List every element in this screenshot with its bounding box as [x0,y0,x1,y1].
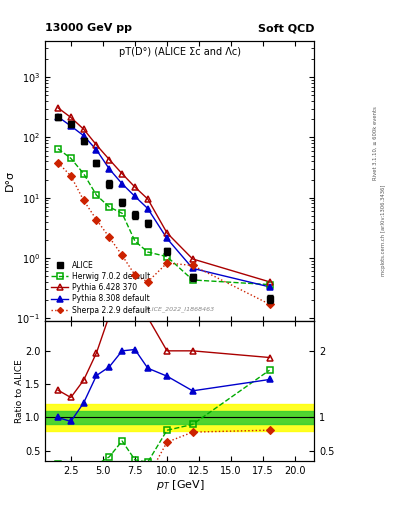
Bar [45,411,314,424]
Legend: ALICE, Herwig 7.0.2 default, Pythia 6.428 370, Pythia 8.308 default, Sherpa 2.2.: ALICE, Herwig 7.0.2 default, Pythia 6.42… [49,258,152,317]
Y-axis label: Ratio to ALICE: Ratio to ALICE [15,359,24,423]
X-axis label: $p_T$ [GeV]: $p_T$ [GeV] [156,478,204,493]
Bar [45,404,314,431]
Y-axis label: D°σ: D°σ [5,170,15,191]
Text: ALICE_2022_I1868463: ALICE_2022_I1868463 [145,307,215,312]
Text: mcplots.cern.ch [arXiv:1306.3436]: mcplots.cern.ch [arXiv:1306.3436] [381,185,386,276]
Text: pT(D°) (ALICE Σc and Λc): pT(D°) (ALICE Σc and Λc) [119,47,241,56]
Text: 13000 GeV pp: 13000 GeV pp [45,23,132,33]
Text: Soft QCD: Soft QCD [258,23,314,33]
Text: Rivet 3.1.10, ≥ 600k events: Rivet 3.1.10, ≥ 600k events [373,106,378,180]
